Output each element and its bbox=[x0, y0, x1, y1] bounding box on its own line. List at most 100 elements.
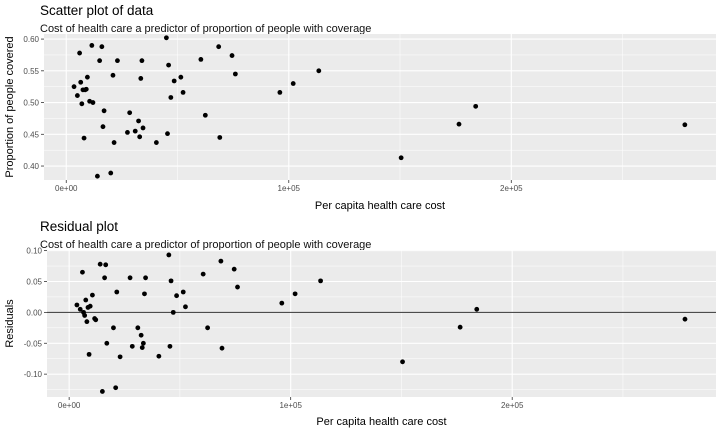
data-point bbox=[101, 108, 107, 114]
data-point bbox=[99, 44, 105, 50]
data-point bbox=[156, 353, 162, 359]
y-tick-label: 0.10 bbox=[26, 247, 42, 256]
data-point bbox=[83, 297, 89, 303]
data-point bbox=[87, 303, 93, 309]
data-point bbox=[83, 86, 89, 92]
data-point bbox=[218, 258, 224, 264]
data-point bbox=[140, 340, 146, 346]
data-point bbox=[473, 103, 479, 109]
data-point bbox=[74, 93, 80, 98]
data-point bbox=[456, 121, 462, 127]
data-point bbox=[231, 266, 237, 272]
y-tick-label: 0.40 bbox=[23, 162, 39, 171]
y-tick-label: -0.05 bbox=[24, 339, 43, 348]
data-point bbox=[292, 291, 298, 297]
y-tick-label: -0.10 bbox=[24, 370, 43, 379]
data-point bbox=[229, 53, 235, 58]
data-point bbox=[318, 278, 323, 284]
data-point bbox=[316, 68, 322, 74]
data-point bbox=[168, 95, 174, 100]
data-point bbox=[143, 275, 148, 281]
plot-background bbox=[47, 250, 716, 397]
data-point bbox=[277, 90, 283, 95]
x-tick-label: 0e+00 bbox=[55, 184, 78, 193]
chart-panel-1: Scatter plot of data Cost of health care … bbox=[4, 3, 716, 212]
y-tick-label: 0.05 bbox=[26, 278, 42, 287]
x-tick-label: 2e+05 bbox=[501, 401, 524, 410]
y-tick-label: 0.55 bbox=[23, 67, 39, 76]
y-tick-label: 0.00 bbox=[26, 308, 42, 317]
chart-title: Scatter plot of data bbox=[40, 3, 154, 18]
data-point bbox=[86, 351, 92, 357]
data-point bbox=[99, 389, 105, 394]
data-point bbox=[104, 340, 110, 346]
data-point bbox=[171, 78, 177, 84]
data-point bbox=[139, 345, 145, 350]
data-point bbox=[400, 359, 405, 365]
data-point bbox=[127, 110, 133, 116]
data-point bbox=[183, 304, 188, 310]
data-point bbox=[138, 332, 144, 338]
data-point bbox=[84, 74, 90, 80]
data-point bbox=[153, 140, 159, 145]
data-point bbox=[166, 62, 172, 68]
data-point bbox=[89, 43, 95, 48]
data-point bbox=[78, 79, 84, 85]
data-point bbox=[205, 325, 211, 331]
data-point bbox=[127, 275, 133, 281]
data-point bbox=[163, 35, 169, 41]
y-axis-label: Proportion of people covered bbox=[4, 36, 16, 177]
data-point bbox=[114, 289, 120, 295]
chart-subtitle: Cost of health care a predictor of propo… bbox=[40, 239, 371, 251]
x-tick-label: 2e+05 bbox=[500, 184, 523, 193]
data-point bbox=[100, 124, 106, 130]
x-tick-label: 1e+05 bbox=[279, 401, 302, 410]
chart-panel-2: Residual plot Cost of health care a predi… bbox=[4, 219, 716, 428]
data-point bbox=[77, 306, 83, 312]
data-point bbox=[90, 100, 96, 105]
data-point bbox=[117, 354, 123, 360]
data-point bbox=[142, 291, 147, 297]
data-point bbox=[180, 289, 186, 295]
data-point bbox=[198, 56, 204, 62]
data-point bbox=[97, 58, 103, 64]
data-point bbox=[170, 309, 176, 315]
data-point bbox=[682, 122, 688, 128]
data-point bbox=[111, 140, 117, 145]
data-point bbox=[71, 84, 77, 90]
data-point bbox=[168, 278, 174, 284]
data-point bbox=[235, 284, 240, 290]
data-point bbox=[139, 58, 145, 64]
data-point bbox=[132, 128, 138, 134]
data-point bbox=[135, 325, 141, 331]
data-point bbox=[111, 325, 116, 331]
data-point bbox=[682, 316, 688, 322]
x-axis-label: Per capita health care cost bbox=[316, 416, 446, 428]
x-tick-label: 0e+00 bbox=[58, 401, 81, 410]
data-point bbox=[232, 71, 238, 77]
chart-subtitle: Cost of health care a predictor of propo… bbox=[40, 23, 371, 35]
data-point bbox=[457, 324, 463, 330]
x-tick-label: 1e+05 bbox=[278, 184, 301, 193]
data-point bbox=[166, 252, 172, 258]
data-point bbox=[82, 313, 88, 318]
data-point bbox=[136, 118, 141, 124]
data-point bbox=[93, 317, 99, 323]
data-point bbox=[77, 50, 83, 56]
data-point bbox=[108, 170, 114, 176]
data-point bbox=[180, 90, 186, 95]
data-point bbox=[279, 300, 285, 306]
data-point bbox=[74, 302, 80, 308]
data-point bbox=[216, 44, 222, 50]
data-point bbox=[200, 271, 206, 277]
data-point bbox=[80, 269, 85, 275]
data-point bbox=[290, 81, 296, 86]
y-tick-label: 0.45 bbox=[23, 130, 39, 139]
data-point bbox=[202, 112, 208, 118]
data-point bbox=[398, 155, 404, 161]
y-tick-label: 0.60 bbox=[23, 35, 39, 44]
data-point bbox=[129, 343, 135, 349]
data-point bbox=[140, 125, 146, 131]
y-axis-label: Residuals bbox=[4, 299, 16, 348]
